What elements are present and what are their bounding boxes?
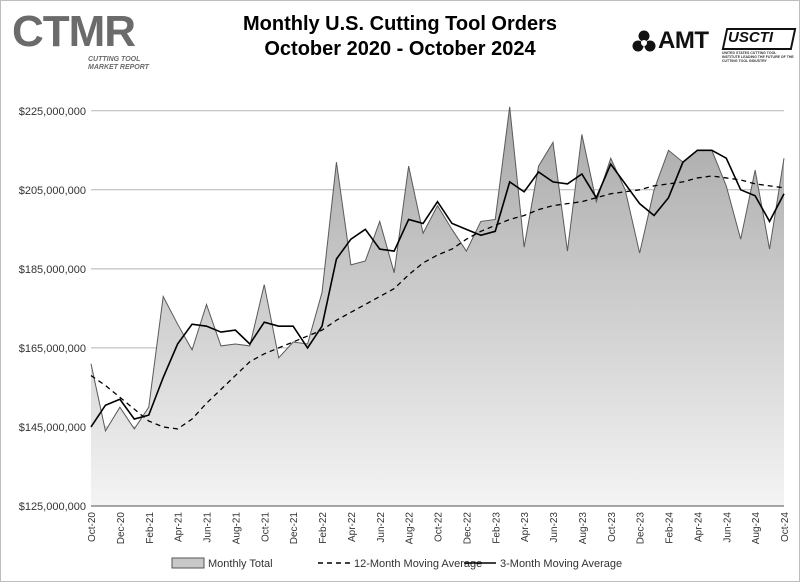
x-tick-label: Oct-21: [260, 512, 271, 542]
x-tick-label: Aug-23: [578, 512, 589, 545]
y-tick-label: $205,000,000: [19, 185, 86, 197]
chart-subtitle: October 2020 - October 2024: [264, 38, 536, 60]
x-tick-label: Apr-23: [520, 512, 531, 542]
x-tick-label: Oct-24: [780, 512, 791, 542]
x-tick-label: Oct-20: [87, 512, 98, 542]
x-tick-label: Oct-23: [607, 512, 618, 542]
x-tick-label: Jun-23: [549, 512, 560, 543]
amt-logo-text: AMT: [658, 27, 709, 54]
series-monthly-total-outline: [90, 106, 785, 433]
ctmr-logo-subtitle: Cutting Tool Market Report: [88, 56, 149, 71]
x-tick-label: Aug-24: [751, 512, 762, 545]
y-tick-label: $165,000,000: [19, 343, 86, 355]
monthly-total-area: [90, 106, 785, 506]
chart-title: Monthly U.S. Cutting Tool Orders: [242, 13, 558, 35]
x-tick-label: Dec-20: [116, 512, 127, 545]
x-tick-label: Feb-23: [491, 512, 502, 544]
legend: Monthly Total 12-Month Moving Average 3-Mo…: [171, 557, 622, 570]
x-tick-label: Feb-21: [145, 512, 156, 544]
ctmr-logo: CTMR Cutting Tool Market Report: [12, 10, 152, 76]
usci-logo-subtitle: UNITED STATES CUTTING TOOL INSTITUTE LEA…: [722, 51, 794, 63]
series-3-month-moving-average-line: [90, 149, 785, 428]
y-tick-label: $185,000,000: [19, 264, 86, 276]
amt-logo-icon: [632, 30, 656, 52]
moving-average-lines: [90, 149, 785, 430]
x-tick-label: Apr-21: [174, 512, 185, 542]
x-tick-label: Dec-23: [636, 512, 647, 545]
y-tick-label: $145,000,000: [19, 422, 86, 434]
series-monthly-total-area: [91, 106, 784, 506]
x-tick-label: Feb-22: [318, 512, 329, 544]
legend-swatch-monthly-total: [171, 557, 205, 569]
legend-label: 12-Month Moving Average: [354, 558, 482, 570]
y-tick-label: $125,000,000: [19, 501, 86, 513]
usci-logo-text: USCTI: [728, 29, 773, 46]
x-tick-label: Jun-22: [376, 512, 387, 543]
x-tick-label: Apr-22: [347, 512, 358, 542]
axes: $125,000,000 $145,000,000 $165,000,000 $185…: [19, 106, 791, 544]
legend-label: Monthly Total: [208, 558, 273, 570]
x-tick-label: Dec-21: [289, 512, 300, 545]
x-tick-label: Aug-21: [231, 512, 242, 545]
legend-label: 3-Month Moving Average: [500, 558, 622, 570]
y-tick-label: $225,000,000: [19, 106, 86, 118]
x-tick-label: Jun-21: [203, 512, 214, 543]
x-tick-label: Apr-24: [693, 512, 704, 542]
amt-usci-logos: AMT USCTI UNITED STATES CUTTING TOOL INS…: [632, 26, 797, 64]
x-tick-label: Feb-24: [665, 512, 676, 544]
x-tick-label: Oct-22: [434, 512, 445, 542]
ctmr-logo-text: CTMR: [12, 7, 136, 56]
x-tick-label: Jun-24: [722, 512, 733, 543]
x-tick-label: Dec-22: [462, 512, 473, 545]
x-tick-label: Aug-22: [405, 512, 416, 545]
